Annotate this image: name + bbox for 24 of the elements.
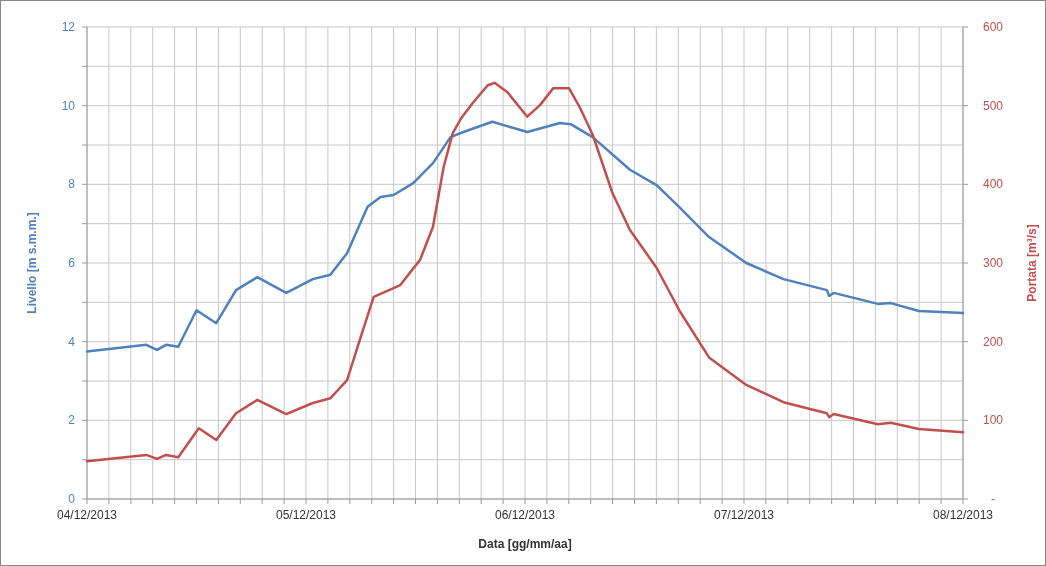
x-tick-label: 06/12/2013 [494,508,556,522]
y-tick-label: 12 [61,20,76,34]
x-tick-label: 04/12/2013 [56,508,118,522]
y-tick-label: 4 [68,334,76,349]
y2-tick-label: 100 [982,413,1004,428]
y2-axis-title: Portata [m³/s] [1025,224,1039,302]
y-tick-label: 0 [68,492,76,506]
y-tick-label: 8 [68,177,76,192]
x-tick-label: 05/12/2013 [275,508,337,522]
y-tick-label: 6 [68,256,76,270]
y-axis-title: Livello [m s.m.m.] [25,212,39,314]
y2-tick-label: 500 [982,98,1004,113]
y2-tick-label: 200 [982,334,1004,349]
y-tick-label: 10 [61,98,76,113]
line-series [85,120,965,353]
y2-tick-label: 600 [982,20,1004,34]
x-axis-title: Data [gg/mm/aa] [478,537,572,551]
x-tick-label: 08/12/2013 [932,508,994,522]
y2-tick-label: - [991,492,995,506]
y2-tick-label: 400 [982,177,1004,192]
y2-tick-label: 300 [982,256,1004,270]
line-series [85,81,965,463]
x-tick-label: 07/12/2013 [713,508,775,522]
y-tick-label: 2 [68,413,76,428]
